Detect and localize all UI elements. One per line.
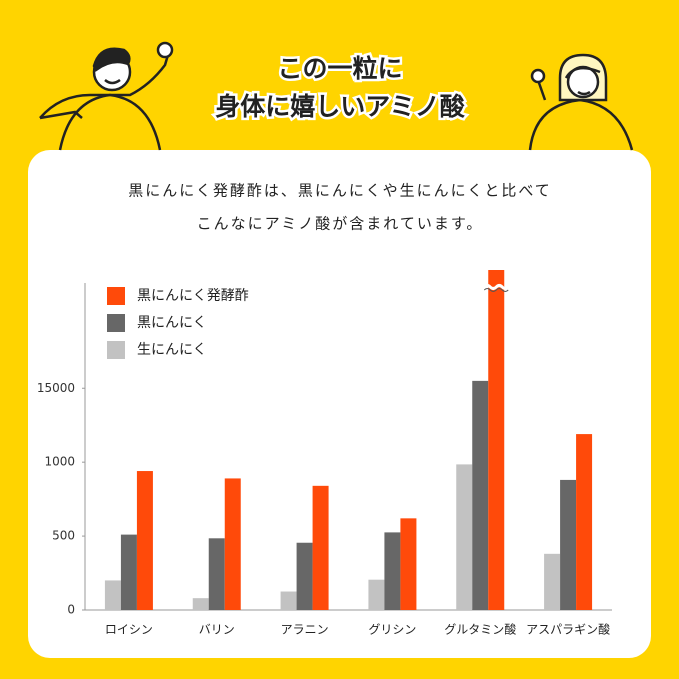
x-tick-label: アラニン [281,623,329,637]
axis-break [483,284,510,290]
bar [224,478,241,610]
subtitle-line: こんなにアミノ酸が含まれています。 [197,215,484,233]
bar [368,579,385,610]
y-tick-label: 0 [67,603,75,617]
legend-label: 黒にんにく発酵酢 [137,288,249,304]
bar [472,380,489,610]
bar [280,591,297,610]
x-tick-label: アスパラギン酸 [526,622,610,637]
bar [488,270,505,610]
bar [312,485,329,610]
bar [456,464,473,610]
bar [576,434,593,610]
bar [120,534,137,610]
bar [136,471,153,610]
legend-swatch [107,341,125,359]
bar [544,553,561,610]
legend-label: 黒にんにく [137,315,207,331]
legend-swatch [107,287,125,305]
bar [192,598,209,610]
x-tick-label: グリシン [368,623,416,637]
y-tick-label: 500 [52,529,75,543]
legend-swatch [107,314,125,332]
y-tick-label: 1000 [44,455,75,469]
x-tick-label: ロイシン [105,623,153,637]
bar [104,580,121,610]
subtitle-line: 黒にんにく発酵酢は、黒にんにくや生にんにくと比べて [128,182,552,200]
bar [400,518,417,610]
legend-label: 生にんにく [137,342,207,358]
man-illustration [39,41,174,151]
y-tick-label: 15000 [37,381,75,395]
bar [384,532,401,610]
woman-illustration [528,53,634,151]
bar [208,538,225,610]
x-tick-label: バリン [199,623,235,637]
bar [296,542,313,610]
title-line: 身体に嬉しいアミノ酸 [215,92,466,121]
x-tick-label: グルタミン酸 [444,622,516,637]
title-line: この一粒に [277,54,402,83]
axis-break [483,288,509,292]
bar [560,479,577,610]
